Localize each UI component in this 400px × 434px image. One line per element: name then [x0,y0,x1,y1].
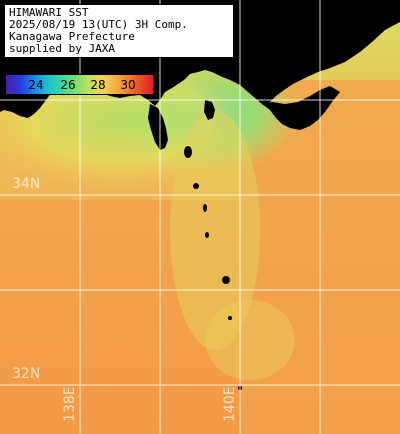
island-mikura [228,316,232,320]
lat-label-34n: 34N [12,176,41,192]
lat-label-32n: 32N [12,366,41,382]
island-toshima [193,183,199,189]
colorbar-tick-26: 26 [60,78,76,92]
island-oshima [184,146,192,158]
colorbar-tick-30: 30 [120,78,136,92]
info-box: HIMAWARI SST 2025/08/19 13(UTC) 3H Comp.… [4,4,234,58]
colorbar-tick-24: 24 [28,78,44,92]
miura-peninsula [204,100,215,120]
lon-label-138e: 138E [62,386,78,422]
product-title: HIMAWARI SST [9,6,89,19]
island-miyake [222,276,230,284]
color-scale-bar: 24 26 28 30 [5,74,154,95]
timestamp: 2025/08/19 13(UTC) 3H Comp. [9,18,188,31]
cool-water-eddy [205,300,295,380]
region-name: Kanagawa Prefecture [9,30,135,43]
data-source: supplied by JAXA [9,42,115,55]
izu-peninsula [148,104,168,150]
lon-label-140e: 140E [222,386,238,422]
island-kozushima [205,232,209,238]
island-niijima [203,204,207,212]
colorbar-tick-28: 28 [90,78,106,92]
